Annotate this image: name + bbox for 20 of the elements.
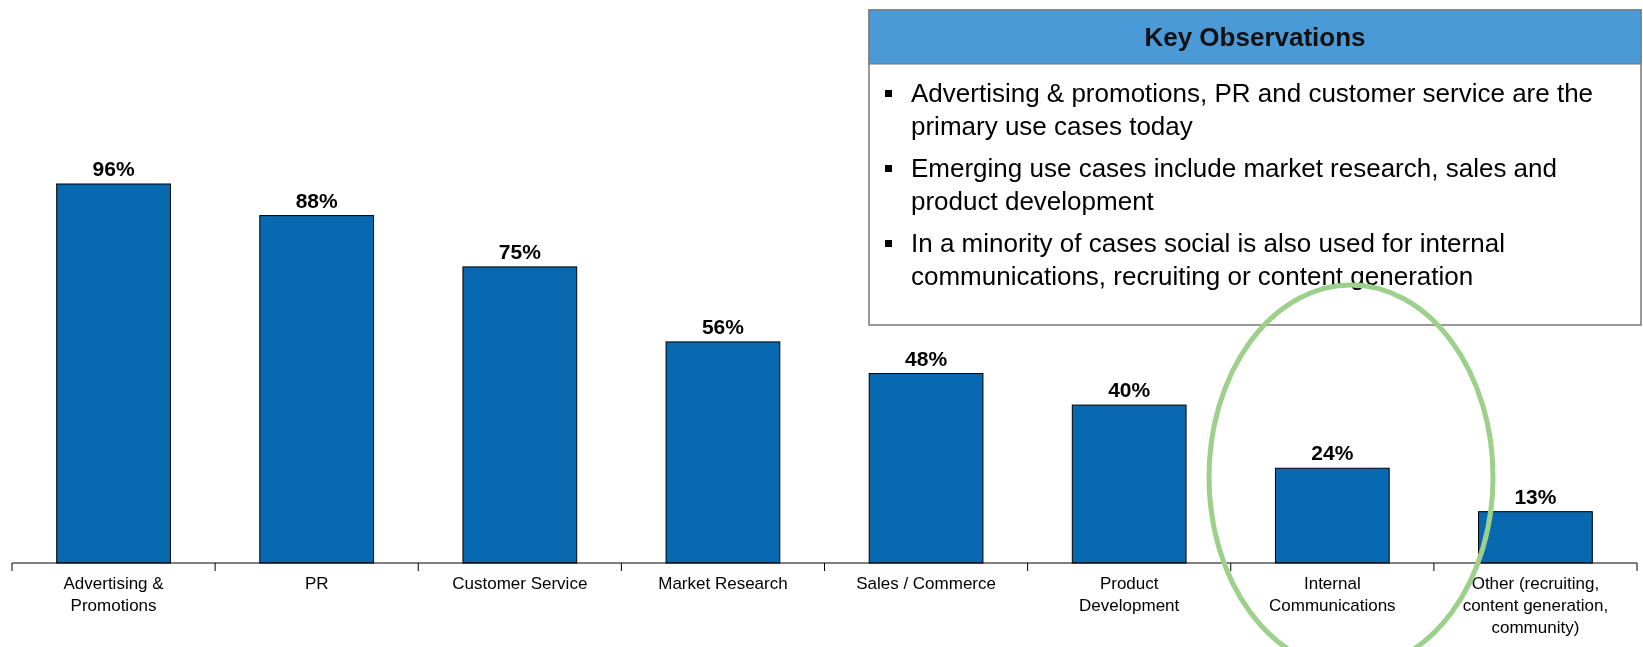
x-tick-label: Market Research	[658, 574, 788, 593]
x-tick-label: Sales / Commerce	[856, 574, 996, 593]
x-tick-label: Advertising & Promotions	[63, 574, 165, 615]
annotation: Emerging use cases include market research, sales and product development	[911, 153, 1557, 216]
data-label: 24%	[1311, 441, 1354, 465]
x-tick-label: Customer Service	[452, 574, 588, 593]
data-label: 88%	[295, 188, 339, 212]
data-label: 13%	[1514, 484, 1557, 508]
data-label: 40%	[1108, 378, 1151, 402]
data-label: 75%	[498, 239, 542, 263]
data-label: 48%	[905, 346, 948, 370]
data-label: 56%	[701, 314, 745, 338]
text: Advertising & promotions, PR and customer service are the primary use cases today	[911, 78, 1594, 141]
data-label: 96%	[92, 157, 135, 180]
x-tick-label: Other (recruiting, content generation, community)	[1462, 574, 1609, 637]
annotation: In a minority of cases social is also used for internal communications, recruiting or content generation	[911, 228, 1505, 291]
x-tick-label: Product Development	[1079, 574, 1180, 615]
x-tick-label: Internal Communications	[1269, 574, 1396, 615]
text: Key Observations	[1144, 22, 1366, 52]
x-tick-label: PR	[304, 574, 329, 593]
